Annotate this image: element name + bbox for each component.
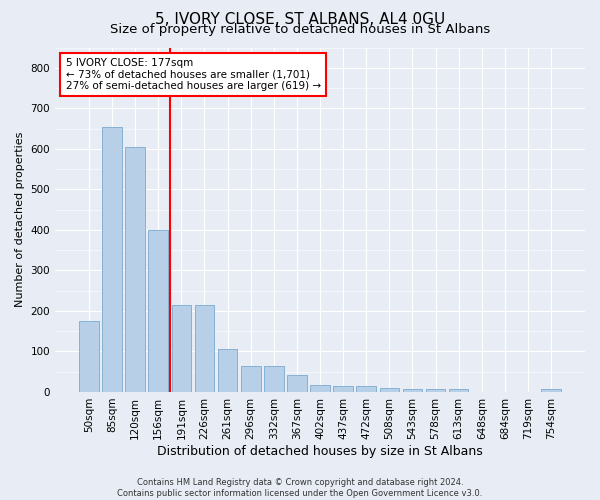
Bar	[125, 147, 145, 392]
Text: Contains HM Land Registry data © Crown copyright and database right 2024.
Contai: Contains HM Land Registry data © Crown c…	[118, 478, 482, 498]
Bar	[449, 388, 469, 392]
Bar	[172, 305, 191, 392]
Text: 5, IVORY CLOSE, ST ALBANS, AL4 0GU: 5, IVORY CLOSE, ST ALBANS, AL4 0GU	[155, 12, 445, 28]
Bar	[264, 366, 284, 392]
Bar	[356, 386, 376, 392]
Bar	[541, 389, 561, 392]
X-axis label: Distribution of detached houses by size in St Albans: Distribution of detached houses by size …	[157, 444, 483, 458]
Bar	[79, 321, 99, 392]
Bar	[310, 385, 330, 392]
Text: 5 IVORY CLOSE: 177sqm
← 73% of detached houses are smaller (1,701)
27% of semi-d: 5 IVORY CLOSE: 177sqm ← 73% of detached …	[65, 58, 321, 91]
Bar	[148, 230, 168, 392]
Bar	[426, 388, 445, 392]
Bar	[403, 388, 422, 392]
Bar	[287, 374, 307, 392]
Bar	[380, 388, 399, 392]
Y-axis label: Number of detached properties: Number of detached properties	[15, 132, 25, 308]
Bar	[218, 350, 238, 392]
Bar	[334, 386, 353, 392]
Bar	[194, 305, 214, 392]
Bar	[102, 126, 122, 392]
Bar	[241, 366, 260, 392]
Text: Size of property relative to detached houses in St Albans: Size of property relative to detached ho…	[110, 22, 490, 36]
